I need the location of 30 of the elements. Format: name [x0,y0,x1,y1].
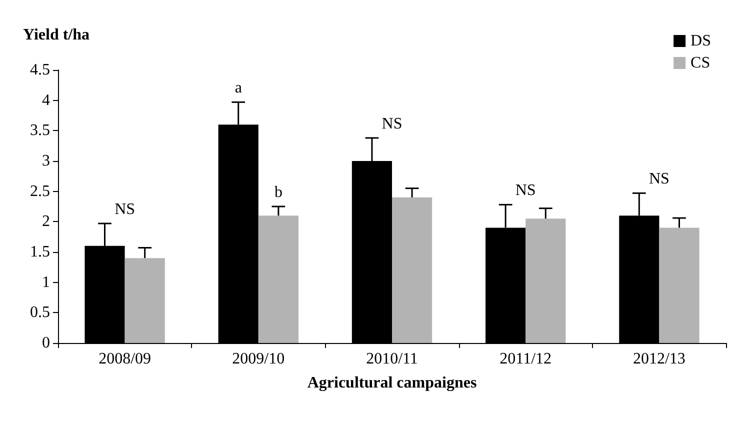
y-tick-label: 2 [42,213,50,230]
annotation: NS [648,170,670,188]
annotation: a [234,80,242,97]
bar [258,216,298,343]
annotation: NS [382,115,402,132]
bar [526,218,566,343]
y-tick-label: 1 [42,274,50,291]
annotation: b [274,184,282,201]
y-tick-label: 3.5 [30,122,50,140]
y-tick-label: 0.5 [30,304,50,322]
bar [392,197,432,343]
y-tick-label: 3 [42,152,50,170]
x-tick-label: 2009/10 [232,350,285,368]
annotation: NS [114,200,136,218]
x-tick-label: 2011/12 [500,350,552,368]
bar [124,258,165,343]
x-tick-label: 2012/13 [632,350,686,368]
y-tick-label: 1.5 [30,244,50,260]
y-tick-label: 0 [42,334,50,352]
x-tick-label: 2008/09 [98,350,152,368]
x-tick-label: 2010/11 [366,350,418,368]
legend-label: CS [690,54,710,72]
y-tick-label: 2.5 [30,182,50,200]
y-tick-label: 4.5 [30,62,50,78]
annotation: NS [515,182,536,200]
y-axis-title: Yield t/ha [23,26,90,44]
legend-label: DS [690,32,711,50]
bar [659,228,700,343]
y-tick-label: 4 [42,92,50,109]
x-axis-title: Agricultural campaignes [307,374,477,392]
